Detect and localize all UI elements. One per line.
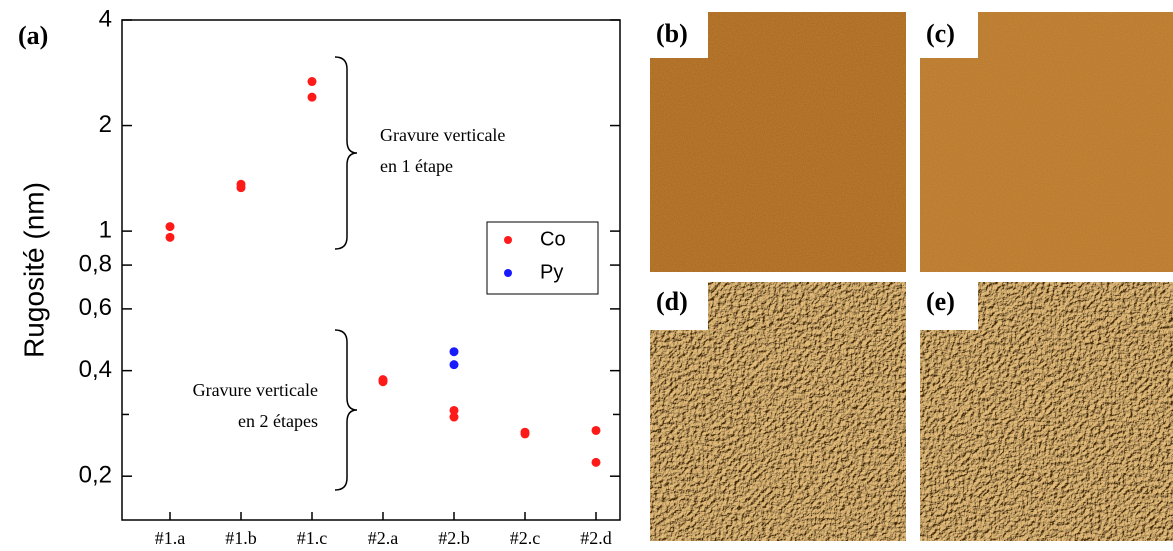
annotation: en 1 étape bbox=[380, 156, 453, 176]
panel-label: (a) bbox=[18, 21, 48, 50]
y-tick-label: 0,8 bbox=[79, 250, 112, 277]
panel-label: (d) bbox=[656, 287, 688, 316]
x-tick-label: #2.c bbox=[510, 528, 541, 548]
legend-marker bbox=[504, 269, 512, 277]
y-tick-label: 2 bbox=[99, 111, 112, 138]
x-tick-label: #2.d bbox=[580, 528, 612, 548]
data-point bbox=[307, 92, 317, 102]
panel-label: (e) bbox=[926, 287, 955, 316]
data-point bbox=[236, 183, 246, 193]
brace bbox=[334, 56, 358, 250]
x-tick-label: #1.a bbox=[155, 528, 186, 548]
annotation: Gravure verticale bbox=[193, 380, 318, 400]
data-point bbox=[520, 429, 530, 439]
x-tick-label: #1.c bbox=[297, 528, 328, 548]
data-point bbox=[378, 377, 388, 387]
annotation: Gravure verticale bbox=[380, 125, 505, 145]
legend bbox=[486, 221, 599, 295]
legend-label: Py bbox=[540, 261, 563, 283]
legend-label: Co bbox=[540, 228, 566, 250]
x-tick-label: #2.a bbox=[368, 528, 399, 548]
data-point bbox=[449, 405, 459, 415]
y-tick-label: 1 bbox=[99, 216, 112, 243]
annotation: en 2 étapes bbox=[238, 411, 318, 431]
data-point bbox=[591, 457, 601, 467]
plot-frame bbox=[121, 19, 621, 521]
y-tick-label: 0,4 bbox=[79, 356, 112, 383]
data-point bbox=[449, 412, 459, 422]
y-axis-label: Rugosité (nm) bbox=[18, 182, 49, 358]
data-point bbox=[449, 360, 459, 370]
brace bbox=[334, 329, 358, 491]
data-point bbox=[165, 222, 175, 232]
y-tick-label: 0,6 bbox=[79, 294, 112, 321]
x-tick-label: #2.b bbox=[438, 528, 470, 548]
data-point bbox=[591, 425, 601, 435]
afm-images bbox=[650, 10, 1173, 541]
x-tick-label: #1.b bbox=[225, 528, 257, 548]
panel-label: (c) bbox=[926, 19, 955, 48]
legend-marker bbox=[504, 236, 512, 244]
data-point bbox=[165, 232, 175, 242]
data-point bbox=[307, 77, 317, 87]
y-tick-label: 4 bbox=[99, 5, 112, 32]
y-tick-label: 0,2 bbox=[79, 462, 112, 489]
panel-label: (b) bbox=[656, 19, 688, 48]
data-point bbox=[449, 347, 459, 357]
